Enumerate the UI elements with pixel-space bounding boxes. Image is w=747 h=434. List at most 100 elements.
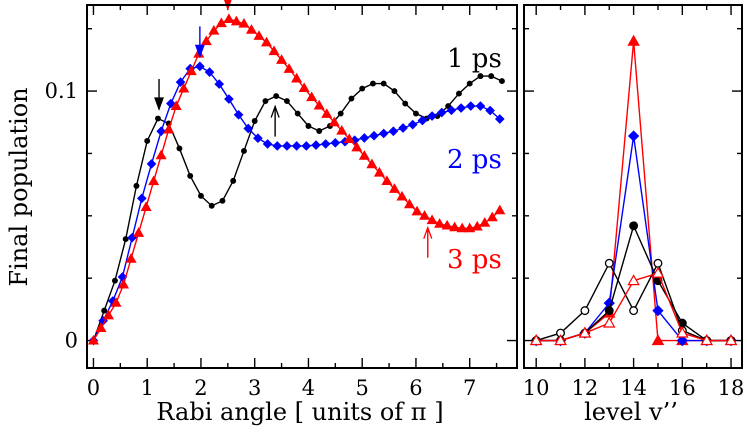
data-point — [102, 309, 115, 320]
arrow-head — [270, 104, 280, 118]
level-data-point — [629, 221, 639, 231]
data-point — [176, 145, 183, 152]
data-point — [426, 214, 438, 225]
data-point — [456, 222, 468, 233]
left-panel-frame — [86, 4, 518, 369]
data-point — [330, 138, 341, 148]
data-point — [427, 111, 437, 121]
data-point — [166, 98, 176, 109]
x-axis-title-right: level v’’ — [584, 398, 678, 426]
data-point — [380, 80, 387, 87]
y-tick-label: 0.1 — [45, 79, 78, 103]
data-point — [87, 334, 99, 345]
data-point — [316, 128, 323, 134]
right-panel-frame — [523, 4, 743, 369]
data-point — [95, 322, 107, 332]
data-point — [358, 150, 370, 160]
arrow-head — [194, 44, 205, 59]
data-point — [396, 190, 408, 201]
data-point — [175, 77, 186, 87]
data-point — [101, 307, 108, 314]
data-point — [230, 15, 242, 26]
data-point — [464, 222, 476, 233]
data-point — [148, 175, 160, 186]
data-point — [445, 103, 452, 109]
data-point — [436, 107, 447, 118]
level-data-point — [604, 258, 614, 268]
data-point — [359, 85, 366, 92]
arrow-head — [154, 97, 164, 111]
y-tick-label: 0 — [65, 329, 78, 353]
data-point — [306, 91, 318, 102]
data-point — [262, 139, 273, 149]
data-point — [195, 61, 205, 72]
data-point — [253, 30, 265, 40]
x-tick-label: 4 — [302, 376, 315, 400]
data-point — [369, 130, 379, 141]
data-point — [156, 126, 167, 137]
data-point — [155, 149, 167, 160]
data-point — [110, 297, 122, 307]
level-series-line-0 — [536, 41, 732, 342]
data-point — [146, 159, 157, 169]
level-data-point — [652, 304, 664, 317]
level-data-point — [604, 306, 614, 316]
data-point — [170, 100, 182, 111]
data-point — [125, 253, 137, 263]
data-point — [466, 80, 473, 87]
data-point — [417, 115, 428, 126]
x-tick-label: 12 — [572, 376, 599, 400]
data-point — [144, 138, 151, 144]
data-point — [366, 158, 378, 169]
level-data-point — [529, 334, 543, 346]
series-label-1ps: 1 ps — [447, 44, 502, 74]
data-point — [163, 123, 175, 134]
data-point — [260, 36, 273, 47]
level-data-point — [724, 334, 738, 346]
data-point — [434, 218, 446, 228]
data-point — [488, 73, 495, 80]
data-point — [133, 227, 145, 237]
data-point — [311, 140, 321, 150]
level-data-point — [602, 316, 616, 328]
data-point — [238, 18, 250, 28]
data-point — [305, 123, 312, 129]
data-point — [373, 166, 385, 177]
data-point — [320, 139, 331, 149]
data-point — [479, 217, 491, 227]
x-tick-label: 1 — [141, 376, 154, 400]
data-point — [381, 175, 393, 185]
data-point — [208, 202, 215, 209]
data-point — [348, 95, 355, 102]
x-tick-label: 16 — [669, 376, 696, 400]
level-data-point — [651, 334, 665, 346]
data-point — [178, 82, 190, 93]
level-data-point — [629, 306, 639, 316]
series-line-1 — [92, 65, 501, 341]
data-point — [118, 278, 130, 289]
data-point — [446, 105, 457, 116]
level-data-point — [580, 306, 590, 316]
data-point — [449, 221, 461, 232]
data-point — [370, 80, 376, 87]
data-point — [441, 219, 453, 230]
data-point — [486, 211, 498, 222]
data-point — [301, 141, 312, 151]
data-point — [403, 198, 416, 209]
data-point — [185, 65, 197, 76]
data-point — [378, 128, 389, 139]
data-point — [477, 73, 484, 80]
data-point — [243, 123, 254, 134]
data-point — [200, 35, 212, 46]
data-point — [398, 123, 408, 133]
data-point — [187, 172, 194, 179]
level-data-point — [653, 258, 663, 268]
data-point — [485, 105, 495, 116]
data-point — [419, 210, 431, 220]
data-point — [268, 45, 280, 56]
data-point — [351, 141, 363, 152]
data-point — [223, 13, 235, 24]
data-point — [122, 236, 129, 243]
level-data-point — [627, 130, 640, 142]
x-tick-label: 18 — [718, 376, 745, 400]
